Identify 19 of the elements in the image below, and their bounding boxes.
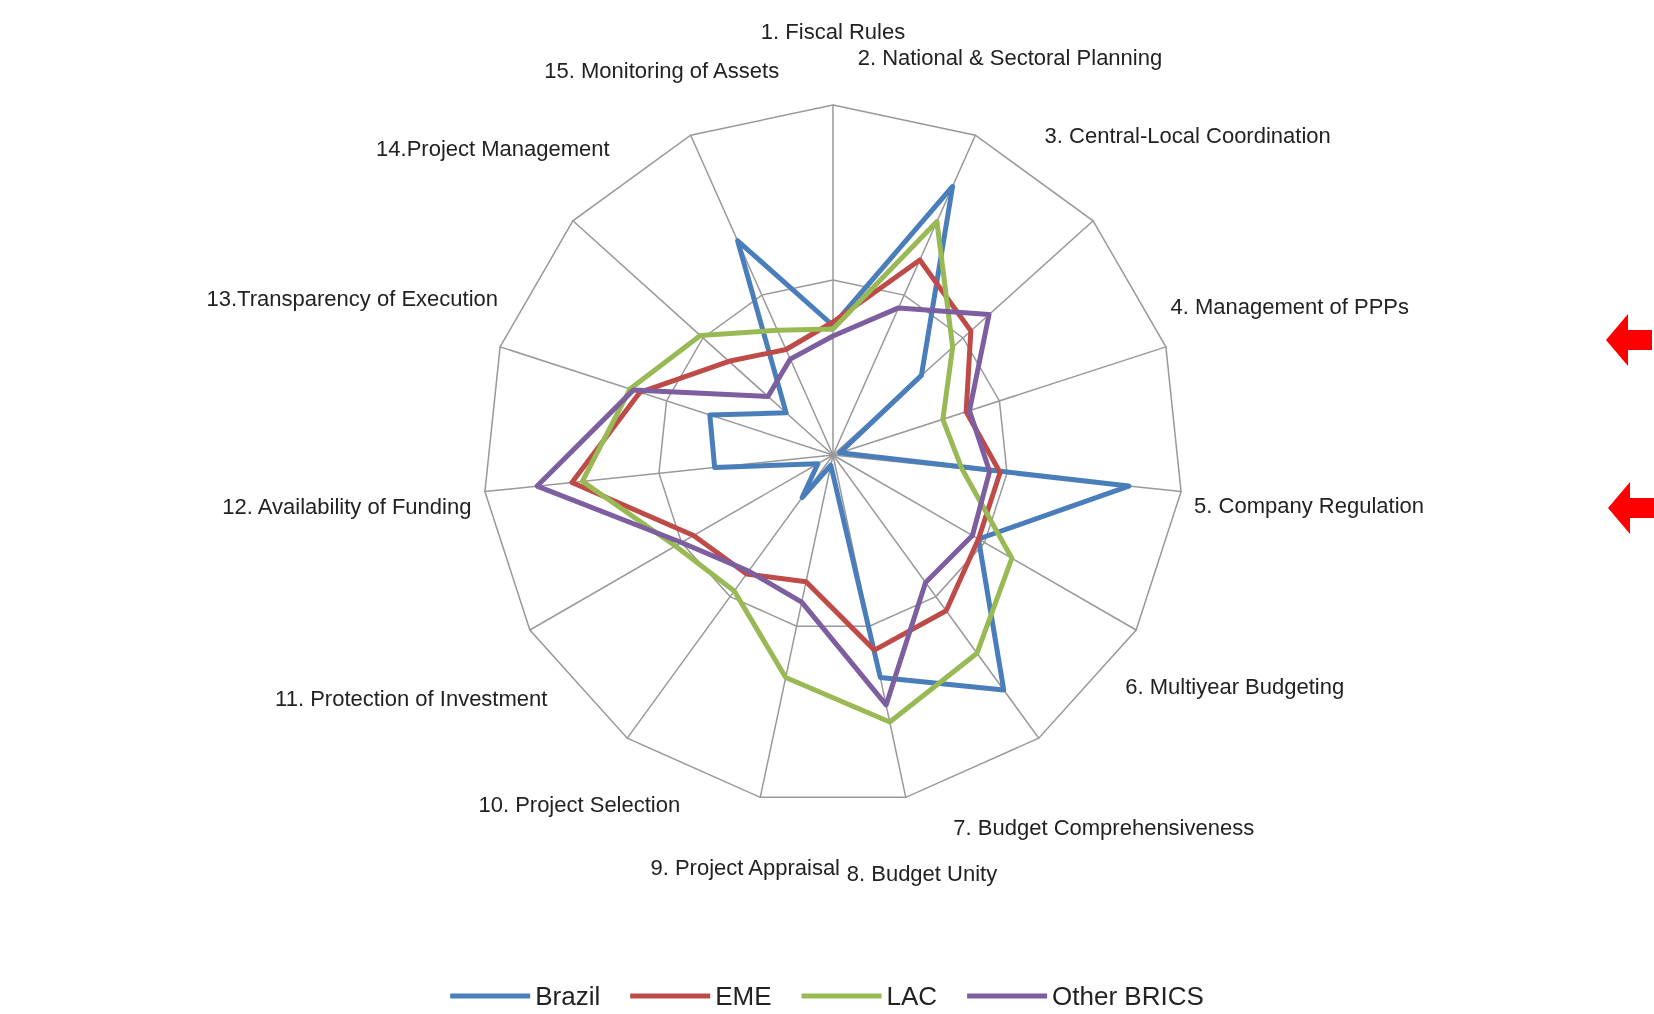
spoke-label: 15. Monitoring of Assets — [544, 57, 780, 83]
spoke-label: 11. Protection of Investment — [275, 686, 548, 711]
spoke-label: 13.Transparency of Execution — [206, 286, 499, 312]
spoke-label: 12. Availability of Funding — [222, 493, 472, 519]
spoke-label: 10. Project Selection — [478, 791, 681, 817]
spoke-label: 14.Project Management — [376, 136, 610, 162]
legend-label: EME — [715, 981, 772, 1011]
legend-label: Brazil — [535, 981, 601, 1011]
spoke-label: 7. Budget Comprehensiveness — [953, 815, 1255, 841]
spoke-label: 1. Fiscal Rules — [760, 18, 906, 44]
spoke-label: 6. Multiyear Budgeting — [1125, 674, 1345, 700]
legend-label: LAC — [886, 981, 938, 1011]
spoke-label: 5. Company Regulation — [1194, 492, 1425, 518]
spoke-label: 8. Budget Unity — [846, 861, 998, 887]
spoke-label: 4. Management of PPPs — [1170, 294, 1409, 320]
spoke-label: 9. Project Appraisal — [650, 855, 840, 881]
spoke-label: 3. Central-Local Coordination — [1044, 123, 1331, 149]
spoke-label: 2. National & Sectoral Planning — [857, 45, 1163, 71]
legend-label: Other BRICS — [1052, 981, 1204, 1011]
